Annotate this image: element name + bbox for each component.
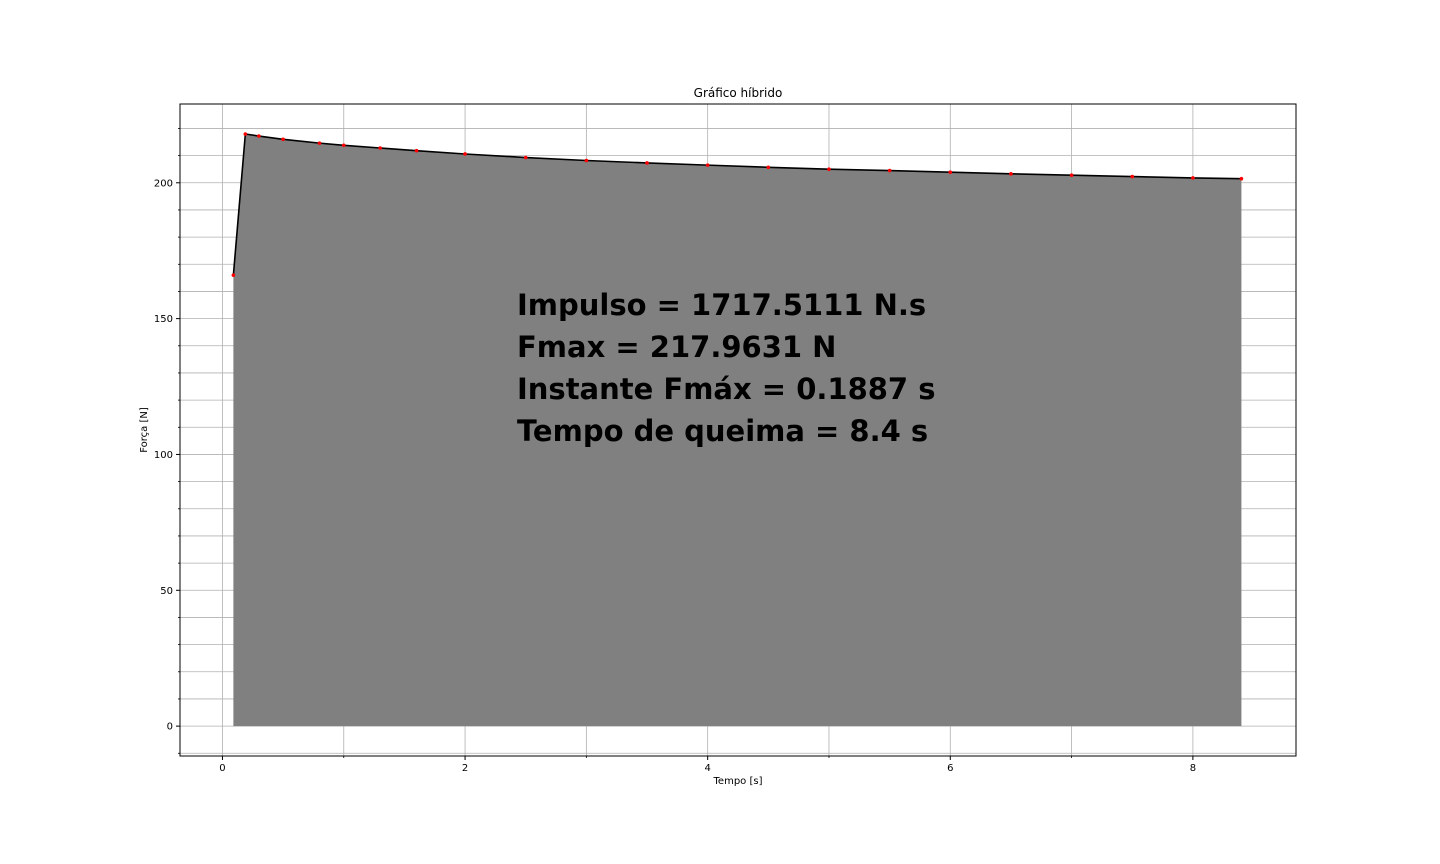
- data-point: [705, 163, 710, 167]
- data-point: [341, 143, 346, 148]
- x-tick-label: 6: [947, 763, 953, 774]
- annotation-text: Impulso = 1717.5111 N.s: [517, 288, 926, 322]
- annotation-text: Fmax = 217.9631 N: [517, 330, 836, 364]
- y-tick-label: 100: [154, 450, 173, 461]
- x-axis-label: Tempo [s]: [713, 776, 763, 787]
- data-point: [584, 158, 589, 163]
- y-axis-label: Força [N]: [139, 407, 150, 453]
- data-point: [463, 152, 467, 156]
- y-tick-label: 50: [160, 586, 173, 597]
- data-point: [1191, 176, 1195, 180]
- data-point: [523, 155, 528, 160]
- x-tick-label: 0: [219, 763, 225, 774]
- chart-title: Gráfico híbrido: [694, 86, 783, 100]
- data-point: [827, 167, 831, 171]
- data-point: [1009, 172, 1013, 176]
- plot-frame: [179, 103, 1297, 757]
- area-fill: [233, 133, 1242, 727]
- data-point: [317, 141, 322, 145]
- data-point: [948, 170, 953, 174]
- data-point: [766, 165, 771, 170]
- data-point: [1239, 176, 1244, 181]
- data-point: [243, 132, 248, 136]
- axes: 0 2 4 6 8 0 50 100 150 200: [154, 103, 1297, 774]
- annotation-text: Instante Fmáx = 0.1887 s: [517, 372, 935, 406]
- area-fill-shape: [233, 133, 1242, 727]
- data-point: [645, 161, 649, 165]
- series-line: [232, 133, 1242, 276]
- annotations: Impulso = 1717.5111 N.s Fmax = 217.9631 N…: [517, 288, 935, 448]
- y-tick-label: 0: [167, 722, 173, 733]
- x-tick-label: 4: [704, 763, 710, 774]
- data-point: [378, 146, 382, 150]
- data-point: [1069, 173, 1074, 177]
- data-point: [231, 273, 236, 277]
- y-tick-label: 200: [154, 178, 173, 189]
- y-tick-label: 150: [154, 314, 173, 325]
- data-point: [414, 148, 419, 153]
- x-tick-label: 2: [462, 763, 468, 774]
- data-point: [281, 137, 285, 142]
- data-markers: [231, 132, 1244, 277]
- data-point: [1130, 174, 1135, 179]
- x-tick-label: 8: [1190, 763, 1196, 774]
- force-line: [232, 133, 1242, 276]
- annotation-text: Tempo de queima = 8.4 s: [517, 414, 928, 448]
- data-point: [257, 134, 261, 138]
- data-point: [887, 168, 892, 173]
